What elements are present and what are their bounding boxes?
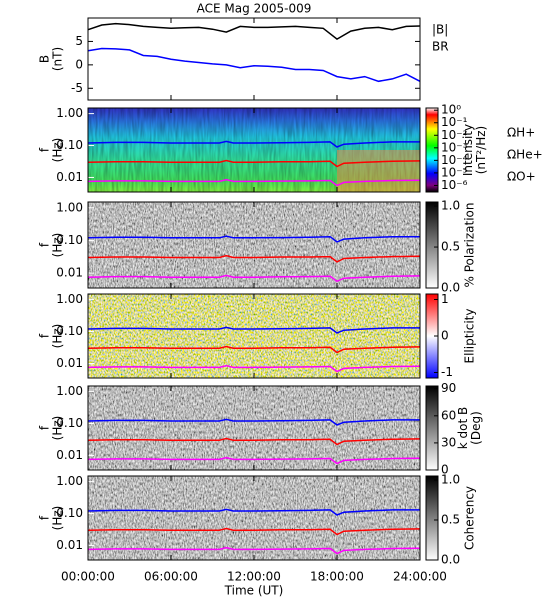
colorbar-tick-label: 0.5	[441, 240, 460, 254]
colorbar-label: % Polarization	[463, 203, 477, 288]
colorbar-tick-label: 10⁻⁵	[441, 165, 468, 179]
y-axis-label: f	[38, 242, 52, 247]
y-axis-label: (Hz)	[51, 506, 65, 531]
y-tick-label: 0	[75, 57, 83, 71]
y-tick-label: 1.00	[56, 200, 83, 214]
y-axis-label: (Hz)	[51, 233, 65, 258]
colorbar-tick-label: 60	[441, 408, 456, 422]
y-tick-label: 1.00	[56, 474, 83, 488]
legend-label: BR	[432, 40, 449, 54]
colorbar-tick-label: 30	[441, 435, 456, 449]
x-tick-label: 12:00:00	[227, 570, 281, 584]
colorbar-tick-label: 10⁰	[441, 103, 461, 117]
y-tick-label: 5	[75, 34, 83, 48]
colorbar	[425, 107, 439, 193]
legend-label: ΩHe+	[507, 148, 543, 162]
y-tick-label: 0.01	[56, 356, 83, 370]
colorbar-tick-label: 10⁻⁴	[441, 153, 468, 167]
cyclotron-line	[87, 140, 420, 148]
colorbar-tick-label: 1.0	[441, 473, 460, 487]
y-axis-label: (nT)	[51, 47, 65, 71]
cyclotron-line	[87, 527, 421, 536]
cyclotron-line	[87, 437, 421, 446]
colorbar-tick-label: 10⁻⁶	[441, 178, 468, 192]
line-series	[87, 22, 421, 41]
y-axis-label: (Hz)	[51, 416, 65, 441]
line-series	[87, 47, 421, 83]
colorbar-tick-label: 10⁻¹	[441, 115, 468, 129]
colorbar	[425, 201, 439, 289]
colorbar-tick-label: 1	[441, 292, 449, 306]
x-tick-label: 18:00:00	[310, 570, 364, 584]
colorbar-tick-label: 0	[441, 463, 449, 477]
chart-title: ACE Mag 2005-009	[197, 2, 312, 16]
colorbar-tick-label: 10⁻³	[441, 140, 468, 154]
cyclotron-line	[87, 418, 420, 426]
y-axis-label: (Hz)	[51, 324, 65, 349]
colorbar	[425, 475, 439, 561]
x-tick-label: 24:00:00	[393, 570, 447, 584]
cyclotron-line	[87, 326, 420, 334]
colorbar-tick-label: 0.5	[441, 513, 460, 527]
x-tick-label: 00:00:00	[61, 570, 115, 584]
colorbar-label: Ellipticity	[463, 309, 477, 364]
cyclotron-line	[87, 546, 421, 555]
cyclotron-line	[87, 345, 421, 354]
spectrogram-image	[88, 202, 420, 288]
cyclotron-line	[87, 159, 421, 168]
y-tick-label: 0.10	[56, 324, 83, 338]
cyclotron-line	[87, 456, 421, 465]
y-tick-label: 0.01	[56, 266, 83, 280]
y-tick-label: 0.01	[56, 448, 83, 462]
y-axis-label: B	[38, 55, 52, 63]
y-axis-label: f	[38, 333, 52, 338]
legend-label: ΩH+	[507, 126, 535, 140]
y-tick-label: 0.10	[56, 506, 83, 520]
x-axis-label: Time (UT)	[224, 584, 284, 598]
colorbar-label: k dot B	[456, 407, 470, 449]
y-tick-label: 0.10	[56, 416, 83, 430]
y-tick-label: 0.01	[56, 170, 83, 184]
y-axis-label: f	[38, 425, 52, 430]
colorbar	[425, 385, 439, 471]
cyclotron-line	[87, 364, 421, 373]
y-tick-label: 0.01	[56, 538, 83, 552]
spectrogram-image	[88, 294, 420, 378]
colorbar-tick-label: 1.0	[441, 199, 460, 213]
x-tick-label: 06:00:00	[144, 570, 198, 584]
colorbar-tick-label: 0.0	[441, 281, 460, 295]
colorbar-label: (nT²/Hz)	[474, 126, 488, 174]
y-axis-label: f	[38, 147, 52, 152]
colorbar-tick-label: 0.0	[441, 553, 460, 567]
colorbar-label: Intensity	[461, 124, 475, 176]
y-tick-label: 1.00	[56, 384, 83, 398]
spectrogram-image	[88, 476, 420, 560]
colorbar-tick-label: 10⁻²	[441, 128, 468, 142]
cyclotron-line	[87, 274, 421, 283]
colorbar-label: (Deg)	[469, 411, 483, 445]
y-tick-label: 0.10	[56, 233, 83, 247]
colorbar-tick-label: 90	[441, 381, 456, 395]
colorbar-tick-label: 0	[441, 329, 449, 343]
cyclotron-line	[87, 254, 421, 263]
cyclotron-line	[87, 178, 421, 187]
y-tick-label: 1.00	[56, 106, 83, 120]
y-axis-label: f	[38, 515, 52, 520]
colorbar-label: Coherency	[463, 486, 477, 550]
y-tick-label: 0.10	[56, 138, 83, 152]
spectrogram-texture	[337, 150, 420, 192]
y-axis-label: (Hz)	[51, 138, 65, 163]
cyclotron-line	[87, 235, 420, 243]
y-tick-label: -5	[71, 81, 83, 95]
cyclotron-line	[87, 508, 420, 516]
spectrogram-image	[88, 386, 420, 470]
legend-label: |B|	[432, 23, 448, 37]
legend-label: ΩO+	[507, 170, 536, 184]
y-tick-label: 1.00	[56, 292, 83, 306]
colorbar-tick-label: -1	[441, 365, 453, 379]
plot-frame	[88, 18, 420, 100]
